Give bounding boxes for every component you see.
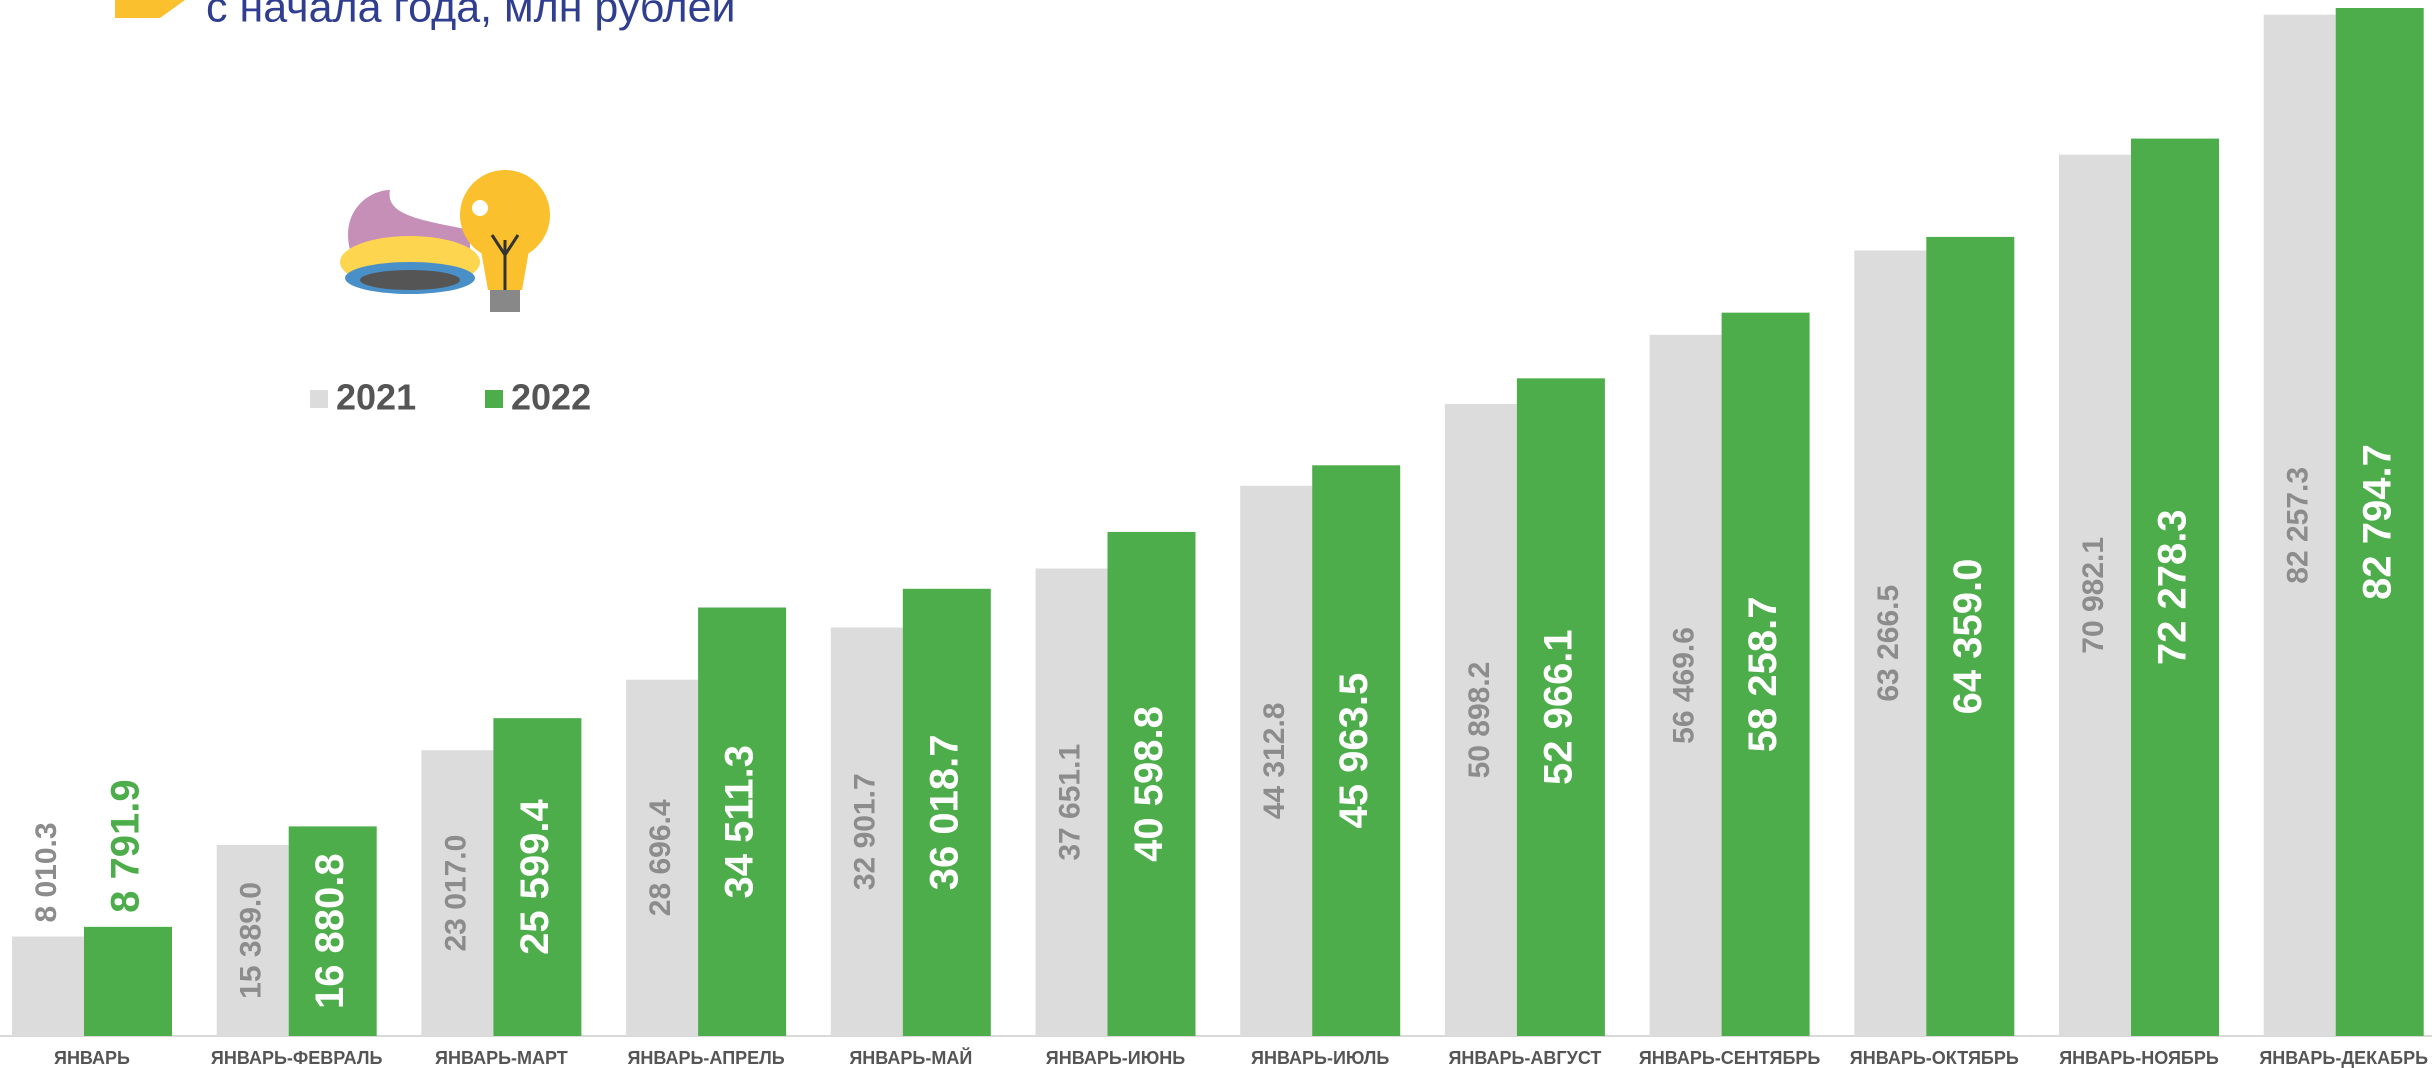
data-label: 44 312.8 <box>1258 703 1291 820</box>
x-tick-label: ЯНВАРЬ-ОКТЯБРЬ <box>1850 1048 2019 1068</box>
bar <box>421 750 494 1036</box>
legend-label: 2022 <box>511 377 591 418</box>
bar <box>902 588 991 1036</box>
data-label: 34 511.3 <box>718 745 762 899</box>
icon <box>340 170 550 312</box>
data-label: 72 278.3 <box>2151 509 2195 665</box>
bar <box>288 826 377 1036</box>
bar <box>626 679 699 1036</box>
data-label: 82 257.3 <box>2282 467 2315 584</box>
bar <box>1107 531 1196 1036</box>
legend-swatch <box>310 390 328 408</box>
data-label: 16 880.8 <box>308 853 352 1009</box>
data-label: 25 599.4 <box>513 798 557 954</box>
data-label: 64 359.0 <box>1946 559 1990 715</box>
data-label: 8 791.9 <box>104 779 148 912</box>
data-label: 28 696.4 <box>644 799 677 916</box>
bar <box>2059 154 2131 1037</box>
bar <box>493 718 582 1036</box>
data-label: 8 010.3 <box>30 822 63 922</box>
bar <box>698 607 787 1036</box>
x-tick-label: ЯНВАРЬ-МАЙ <box>849 1047 972 1068</box>
bar <box>84 926 172 1036</box>
data-label: 52 966.1 <box>1536 629 1580 785</box>
data-label: 58 258.7 <box>1741 596 1785 752</box>
bar <box>2131 138 2219 1037</box>
bar <box>1649 334 1722 1036</box>
bar <box>1854 250 1927 1036</box>
data-label: 15 389.0 <box>235 882 268 999</box>
data-label: 40 598.8 <box>1127 706 1171 862</box>
x-tick-label: ЯНВАРЬ-АПРЕЛЬ <box>627 1048 784 1068</box>
data-label: 45 963.5 <box>1332 673 1376 829</box>
x-tick-label: ЯНВАРЬ-СЕНТЯБРЬ <box>1639 1048 1821 1068</box>
x-tick-label: ЯНВАРЬ-ДЕКАБРЬ <box>2259 1048 2428 1068</box>
bar <box>830 627 903 1036</box>
x-tick-label: ЯНВАРЬ-ИЮНЬ <box>1046 1048 1185 1068</box>
data-label: 63 266.5 <box>1872 585 1905 702</box>
bar <box>2335 8 2424 1036</box>
data-label: 37 651.1 <box>1053 744 1086 861</box>
data-label: 82 794.7 <box>2355 444 2399 600</box>
x-tick-label: ЯНВАРЬ-АВГУСТ <box>1448 1048 1601 1068</box>
bar <box>12 936 84 1036</box>
bar <box>1444 404 1517 1036</box>
x-tick-label: ЯНВАРЬ-МАРТ <box>435 1048 568 1068</box>
bar <box>216 844 289 1036</box>
data-label: 23 017.0 <box>439 835 472 952</box>
chart-title: с начала года, млн рублей <box>206 0 736 31</box>
data-label: 70 982.1 <box>2077 537 2110 654</box>
x-tick-label: ЯНВАРЬ-ИЮЛЬ <box>1251 1048 1389 1068</box>
data-label: 36 018.7 <box>922 735 966 891</box>
bar <box>1516 378 1605 1036</box>
bar <box>1926 236 2015 1036</box>
data-label: 50 898.2 <box>1463 662 1496 779</box>
x-tick-label: ЯНВАРЬ-ФЕВРАЛЬ <box>211 1048 383 1068</box>
title-marker <box>115 0 185 18</box>
bar <box>2263 14 2336 1037</box>
legend-swatch <box>485 390 503 408</box>
x-tick-label: ЯНВАРЬ <box>54 1048 130 1068</box>
x-tick-label: ЯНВАРЬ-НОЯБРЬ <box>2059 1048 2219 1068</box>
bar <box>1035 568 1108 1036</box>
bar <box>1312 465 1401 1036</box>
bar <box>1240 485 1313 1036</box>
data-label: 32 901.7 <box>849 773 882 890</box>
legend-label: 2021 <box>336 377 416 418</box>
bar <box>1721 312 1810 1036</box>
data-label: 56 469.6 <box>1668 627 1701 744</box>
